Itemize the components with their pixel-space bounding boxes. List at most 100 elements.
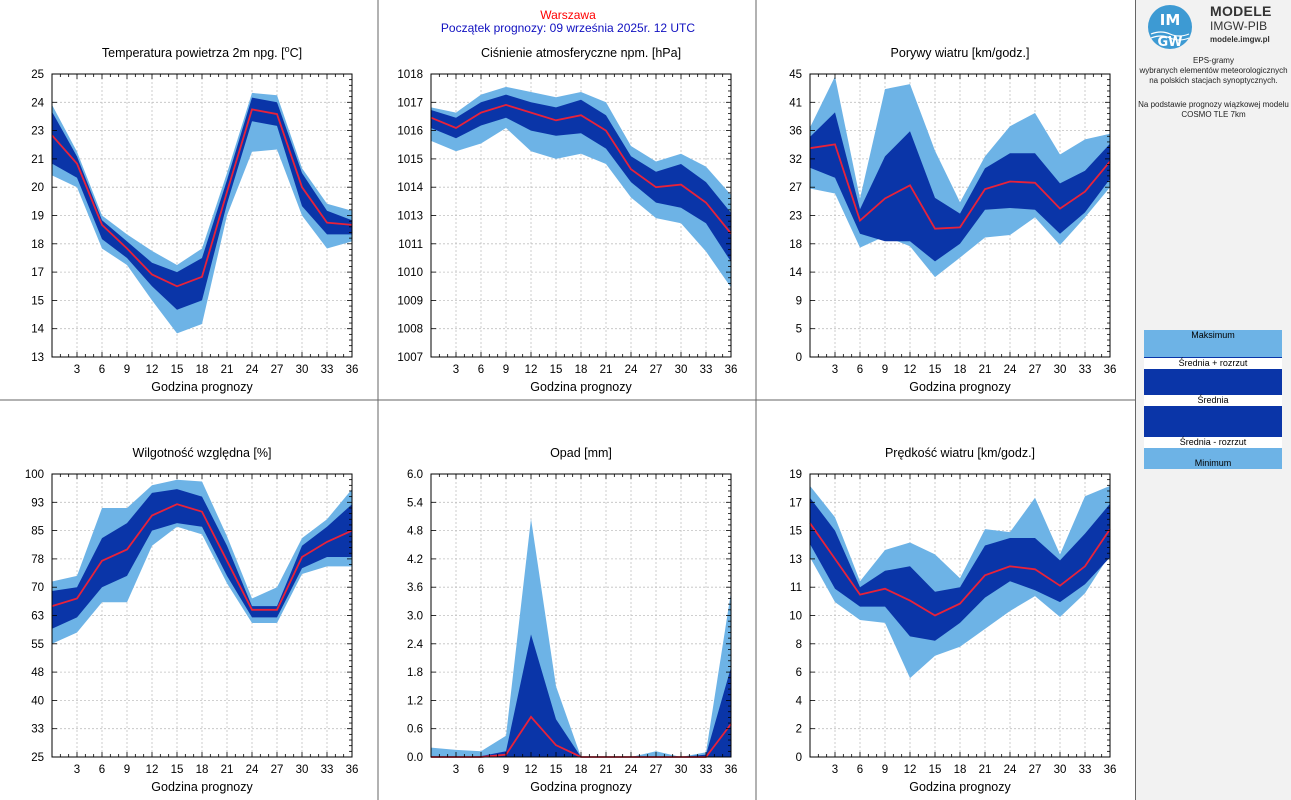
x-tick-label: 30 <box>296 364 309 376</box>
desc-line-5: COSMO TLE 7km <box>1181 110 1246 119</box>
y-tick-label: 11 <box>790 582 802 594</box>
x-tick-label: 21 <box>221 764 234 776</box>
forecast-start: Początek prognozy: 09 września 2025r. 12… <box>440 21 696 35</box>
y-tick-label: 9 <box>796 295 802 307</box>
x-tick-label: 6 <box>857 764 863 776</box>
chart-5: 0.00.61.21.82.43.03.64.24.85.46.03 6 9 12 15… <box>407 446 737 794</box>
y-tick-label: 1008 <box>397 324 423 336</box>
y-tick-label: 78 <box>31 554 44 566</box>
x-tick-label: 24 <box>246 364 259 376</box>
x-tick-label: 36 <box>725 764 738 776</box>
x-tick-label: 24 <box>1004 764 1017 776</box>
x-tick-label: 9 <box>503 364 509 376</box>
chart-title: Ciśnienie atmosferyczne npm. [hPa] <box>481 46 681 60</box>
x-tick-label: 15 <box>550 364 563 376</box>
chart-title-suffix: C] <box>290 46 303 60</box>
x-tick-label: 3 <box>453 364 459 376</box>
x-tick-label: 24 <box>1004 364 1017 376</box>
x-tick-label: 27 <box>271 764 284 776</box>
y-tick-label: 70 <box>31 582 44 594</box>
x-tick-label: 6 <box>99 364 105 376</box>
chart-title-text: Porywy wiatru [km/godz.] <box>891 46 1030 60</box>
y-tick-label: 1011 <box>398 239 423 251</box>
x-tick-label: 33 <box>700 764 713 776</box>
y-tick-label: 40 <box>31 695 44 707</box>
mean-line <box>809 522 1111 617</box>
y-tick-label: 36 <box>789 126 802 138</box>
x-tick-label: 15 <box>550 764 563 776</box>
y-tick-label: 5.4 <box>407 497 424 509</box>
x-tick-label: 6 <box>478 364 484 376</box>
y-tick-label: 55 <box>31 639 44 651</box>
x-axis-label: Godzina prognozy <box>909 380 1011 394</box>
x-tick-label: 24 <box>625 764 638 776</box>
x-tick-label: 33 <box>321 764 334 776</box>
x-tick-label: 9 <box>124 764 130 776</box>
y-tick-label: 1015 <box>397 154 423 166</box>
x-tick-label: 15 <box>171 364 184 376</box>
y-tick-label: 20 <box>31 182 44 194</box>
x-tick-label: 27 <box>650 764 663 776</box>
x-tick-label: 30 <box>1054 364 1067 376</box>
x-tick-label: 15 <box>929 764 942 776</box>
y-tick-label: 100 <box>25 469 44 481</box>
brand-title: MODELE <box>1210 3 1272 19</box>
y-tick-label: 3.0 <box>407 611 423 623</box>
mean-line <box>809 143 1111 230</box>
y-tick-label: 93 <box>31 497 44 509</box>
x-tick-label: 21 <box>600 364 613 376</box>
brand-url: modele.imgw.pl <box>1210 35 1270 44</box>
x-tick-label: 15 <box>171 764 184 776</box>
chart-title-text: Wilgotność względna [%] <box>133 446 272 460</box>
x-axis-label: Godzina prognozy <box>530 780 632 794</box>
y-tick-label: 18 <box>31 239 44 251</box>
y-tick-label: 4.8 <box>407 526 423 538</box>
y-tick-label: 23 <box>789 211 802 223</box>
chart-title-text: Temperatura powietrza 2m npg. [ <box>102 46 285 60</box>
x-tick-label: 18 <box>196 364 209 376</box>
chart-title: Porywy wiatru [km/godz.] <box>891 46 1030 60</box>
x-tick-label: 27 <box>1029 764 1042 776</box>
y-tick-label: 21 <box>31 154 44 166</box>
y-tick-label: 27 <box>789 182 802 194</box>
y-tick-label: 13 <box>31 352 44 364</box>
brand-subtitle: IMGW-PIB <box>1210 19 1268 33</box>
band-mean-spread <box>810 112 1110 262</box>
x-tick-label: 36 <box>346 364 359 376</box>
y-tick-label: 25 <box>31 752 44 764</box>
y-tick-label: 8 <box>796 639 802 651</box>
x-tick-label: 12 <box>525 764 538 776</box>
chart-title-sup: o <box>285 44 290 54</box>
y-tick-label: 3.6 <box>407 582 423 594</box>
desc-line-3: na polskich stacjach synoptycznych. <box>1149 76 1278 85</box>
y-tick-label: 1014 <box>397 182 423 194</box>
x-tick-label: 6 <box>857 364 863 376</box>
x-tick-label: 3 <box>74 764 80 776</box>
y-tick-label: 24 <box>31 97 44 109</box>
y-tick-label: 15 <box>31 295 44 307</box>
sidebar: IM GW MODELE IMGW-PIB modele.imgw.pl EPS… <box>1136 0 1291 800</box>
x-tick-label: 12 <box>146 764 159 776</box>
mean-line <box>430 103 732 235</box>
band-min-max <box>52 479 352 644</box>
legend-label-mean-plus: Średnia + rozrzut <box>1144 358 1282 369</box>
x-tick-label: 27 <box>271 364 284 376</box>
y-tick-label: 1010 <box>397 267 423 279</box>
x-tick-label: 27 <box>1029 364 1042 376</box>
y-tick-label: 0 <box>796 352 802 364</box>
y-tick-label: 45 <box>789 69 802 81</box>
x-tick-label: 18 <box>954 764 967 776</box>
x-tick-label: 12 <box>525 364 538 376</box>
y-tick-label: 33 <box>31 724 44 736</box>
x-tick-label: 36 <box>1104 364 1117 376</box>
y-tick-label: 63 <box>31 611 44 623</box>
y-tick-label: 10 <box>789 611 802 623</box>
band-min-max <box>810 485 1110 679</box>
x-tick-label: 6 <box>99 764 105 776</box>
x-tick-label: 33 <box>1079 364 1092 376</box>
y-tick-label: 1013 <box>397 211 423 223</box>
band-legend: Maksimum Średnia + rozrzut Średnia Średn… <box>1144 330 1282 469</box>
y-tick-label: 4.2 <box>407 554 423 566</box>
